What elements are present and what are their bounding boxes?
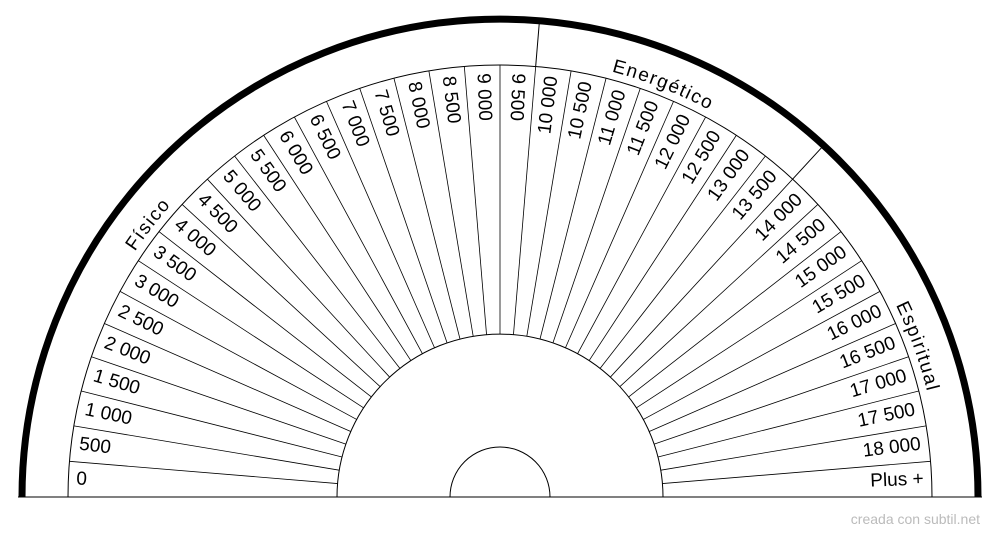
segment-line xyxy=(91,356,346,445)
segment-label: 11 000 xyxy=(594,87,630,147)
segment-label: 2 000 xyxy=(101,333,153,370)
segment-line xyxy=(158,231,372,398)
segment-line xyxy=(81,390,343,458)
segment-label: 0 xyxy=(76,469,87,490)
segment-line xyxy=(513,66,537,335)
segment-label: 10 500 xyxy=(564,80,596,141)
segment-label: 1 000 xyxy=(83,399,134,429)
outer-thick-arc xyxy=(18,15,982,498)
segment-label: 9 000 xyxy=(472,73,495,121)
segment-label: 8 500 xyxy=(438,75,465,125)
segment-label: 10 000 xyxy=(534,75,562,135)
segment-label: 8 000 xyxy=(403,80,433,131)
segment-label: 6 500 xyxy=(305,111,345,163)
segment-line xyxy=(636,260,862,409)
segment-label: 500 xyxy=(78,434,112,459)
segment-label: 9 500 xyxy=(506,73,529,121)
section-divider xyxy=(792,144,825,180)
segment-line xyxy=(654,356,909,445)
segment-line xyxy=(263,135,412,361)
segment-line xyxy=(610,178,793,378)
segment-line xyxy=(628,231,842,398)
segment-label: 17 500 xyxy=(856,399,917,431)
center-hole xyxy=(449,446,551,498)
segment-line xyxy=(294,116,423,354)
segment-line xyxy=(119,291,357,420)
segment-line xyxy=(552,88,641,343)
segment-line xyxy=(359,88,448,343)
segment-line xyxy=(577,116,706,354)
segment-line xyxy=(649,323,896,432)
segment-label: 2 500 xyxy=(115,301,167,341)
segment-line xyxy=(138,260,364,409)
segment-line xyxy=(660,425,927,471)
segment-line xyxy=(326,101,435,348)
segment-line xyxy=(104,323,351,432)
segment-line xyxy=(643,291,881,420)
segment-line xyxy=(181,204,381,387)
segment-line xyxy=(539,78,607,340)
segment-label: 18 000 xyxy=(862,434,922,462)
segment-line xyxy=(69,460,338,484)
segment-line xyxy=(73,425,340,471)
segment-line xyxy=(565,101,674,348)
segment-label: 7 000 xyxy=(337,98,374,150)
segment-line xyxy=(526,70,572,337)
section-divider xyxy=(535,20,540,67)
segment-line xyxy=(657,390,919,458)
segment-line xyxy=(662,460,931,484)
inner-ring xyxy=(336,333,664,498)
segment-line xyxy=(207,178,390,378)
segment-line xyxy=(463,66,487,335)
segment-line xyxy=(588,135,737,361)
segment-label: 17 000 xyxy=(848,365,910,402)
segment-line xyxy=(393,78,461,340)
segment-line xyxy=(428,70,474,337)
segment-line xyxy=(234,155,401,369)
segment-label: 1 500 xyxy=(91,365,143,399)
segment-line xyxy=(599,155,766,369)
segment-line xyxy=(619,204,819,387)
segment-label: Plus + xyxy=(870,469,924,492)
credit: creada con subtil.net xyxy=(851,511,980,527)
